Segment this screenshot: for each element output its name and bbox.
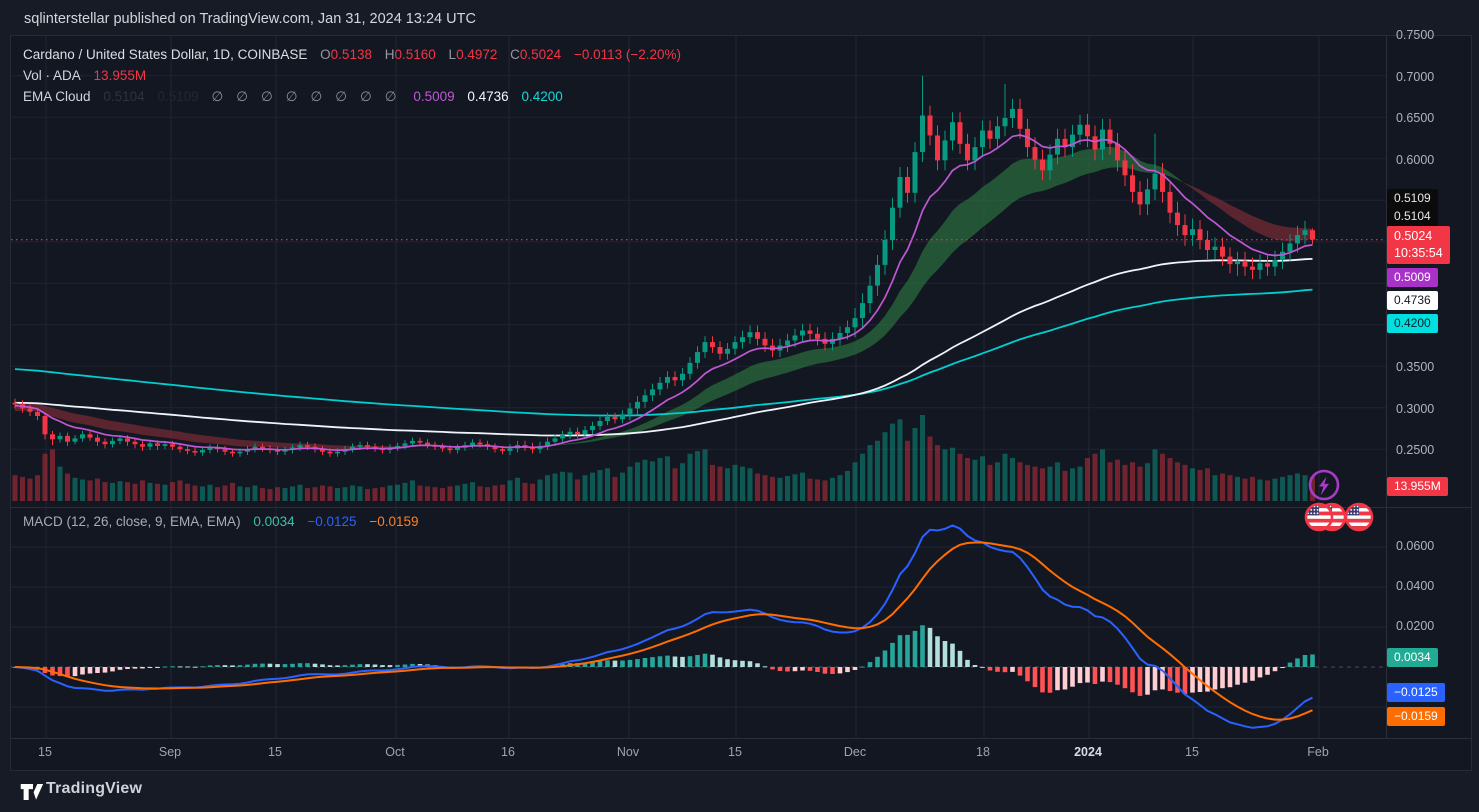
macd-lines <box>14 524 1313 729</box>
economic-event-icon[interactable] <box>1308 469 1340 501</box>
chart-widget: Cardano / United States Dollar, 1D, COIN… <box>10 35 1472 771</box>
tradingview-logo-icon[interactable] <box>20 781 46 803</box>
purple-ema-line <box>14 134 1313 451</box>
publish-bar: sqlinterstellar published on TradingView… <box>0 0 1479 36</box>
high-prefix: H <box>384 47 395 62</box>
price-axis-label: 0.2500 <box>1396 443 1435 457</box>
time-axis-label: Oct <box>385 745 405 759</box>
ema-cloud-value-white: 0.4736 <box>467 89 509 104</box>
price-axis-label: 0.3500 <box>1396 360 1435 374</box>
close-value: 0.5024 <box>519 47 562 62</box>
open-prefix: O <box>320 47 331 62</box>
pane-separators <box>11 36 1471 739</box>
time-axis-label: 15 <box>1185 745 1199 759</box>
macd-axis-label: 0.0600 <box>1396 539 1435 553</box>
price-axis-badge: −0.0159 <box>1387 707 1445 726</box>
price-axis-label: 0.3000 <box>1396 401 1435 416</box>
ema-cloud-value-cyan: 0.4200 <box>521 89 563 104</box>
change-value: −0.0113 (−2.20%) <box>573 47 682 62</box>
time-axis-label: Sep <box>158 745 182 759</box>
time-axis-label: Feb <box>1307 745 1329 759</box>
lightning-icon <box>1319 476 1329 496</box>
price-axis-badge: 0.5109 <box>1387 189 1438 208</box>
ema-cloud-legend-row: EMA Cloud 0.5104 0.5109 ∅ ∅ ∅ ∅ ∅ ∅ ∅ ∅ 0.5009 … <box>23 86 690 107</box>
time-axis-label: 18 <box>976 745 990 759</box>
macd-legend-row: MACD (12, 26, close, 9, EMA, EMA) 0.0034… <box>23 514 428 529</box>
publish-line: sqlinterstellar published on TradingView… <box>24 11 476 27</box>
macd-hist-value: 0.0034 <box>253 514 295 529</box>
time-axis-label: 15 <box>38 745 52 759</box>
symbol-legend-row: Cardano / United States Dollar, 1D, COIN… <box>23 44 690 65</box>
high-value: 0.5160 <box>394 47 436 62</box>
watermark-bar: TradingView <box>0 771 1479 812</box>
grid-lines <box>11 36 1386 738</box>
ema-cloud-value-2: 0.5109 <box>157 89 199 104</box>
time-axis-label: 15 <box>728 745 742 759</box>
price-axis-label: 0.7000 <box>1396 69 1435 84</box>
us-flag-event-icons[interactable] <box>1304 502 1374 532</box>
price-axis-badge: 0.5104 <box>1387 207 1438 226</box>
volume-label: Vol · ADA <box>23 68 81 83</box>
price-axis-badge: 0.4200 <box>1387 314 1438 333</box>
price-axis-badge: 0.5024 10:35:54 <box>1387 226 1450 264</box>
price-axis-label: 0.6000 <box>1396 152 1435 167</box>
symbol-title: Cardano / United States Dollar, 1D, COIN… <box>23 47 308 62</box>
ema-cloud-empty-slot: ∅ <box>285 89 298 104</box>
close-prefix: C <box>510 47 520 62</box>
macd-label: MACD (12, 26, close, 9, EMA, EMA) <box>23 514 241 529</box>
volume-value: 13.955M <box>93 68 147 83</box>
ema-cloud-empty-slot: ∅ <box>211 89 224 104</box>
time-axis-label: Dec <box>843 745 867 759</box>
open-value: 0.5138 <box>330 47 372 62</box>
ema-cloud-empty-slot: ∅ <box>360 89 372 104</box>
time-axis-label: 16 <box>501 745 515 759</box>
price-axis-badge: −0.0125 <box>1387 683 1445 702</box>
price-axis-badge: 0.5009 <box>1387 268 1438 287</box>
low-value: 0.4972 <box>456 47 498 62</box>
chart-canvas <box>11 36 1471 739</box>
price-axis-label: 0.6500 <box>1396 111 1435 125</box>
event-markers[interactable] <box>1293 466 1383 538</box>
price-axis-badge: 13.955M <box>1387 477 1448 496</box>
price-axis-badge: 0.0034 <box>1387 648 1438 667</box>
macd-axis-label: 0.0200 <box>1396 619 1435 633</box>
ema-cloud-empty-slot: ∅ <box>260 89 273 104</box>
volume-bars <box>12 415 1315 501</box>
ema-cloud-value-1: 0.5104 <box>103 89 145 104</box>
ema-cloud-empty-slot: ∅ <box>310 89 323 104</box>
tradingview-watermark[interactable]: TradingView <box>46 780 143 797</box>
time-axis-label: 2024 <box>1074 745 1102 759</box>
main-legend: Cardano / United States Dollar, 1D, COIN… <box>23 44 690 107</box>
macd-signal-value: −0.0159 <box>369 514 419 529</box>
ema-cloud-empty-slot: ∅ <box>384 89 397 104</box>
low-prefix: L <box>448 47 457 62</box>
macd-line-value: −0.0125 <box>307 514 357 529</box>
price-axis-label: 0.7500 <box>1396 28 1435 42</box>
price-axis-badge: 0.4736 <box>1387 291 1438 310</box>
slow-ema-lines <box>14 258 1313 437</box>
ema-cloud <box>15 146 1313 449</box>
ema-cloud-empty-slot: ∅ <box>236 89 248 104</box>
time-axis-label: 15 <box>268 745 282 759</box>
ema-cloud-label: EMA Cloud <box>23 89 91 104</box>
ema-cloud-empty-slot: ∅ <box>335 89 348 104</box>
volume-legend-row: Vol · ADA 13.955M <box>23 65 690 86</box>
time-axis-label: Nov <box>616 745 640 759</box>
macd-axis-label: 0.0400 <box>1396 579 1435 593</box>
ema-cloud-disabled-values: ∅ ∅ ∅ ∅ ∅ ∅ ∅ ∅ <box>211 89 409 104</box>
candles-layer <box>12 75 1315 457</box>
ema-cloud-value-purple: 0.5009 <box>413 89 455 104</box>
